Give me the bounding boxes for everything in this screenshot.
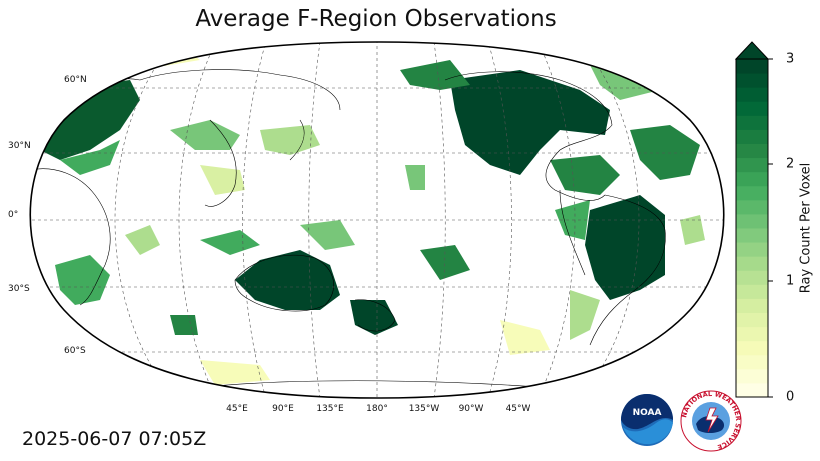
nws-logo: NATIONAL WEATHER SERVICE (680, 390, 742, 452)
lon-label-45w: 45°W (505, 404, 531, 414)
lon-label-45e: 45°E (226, 404, 248, 414)
graticule (30, 42, 724, 398)
colorbar-segments (736, 59, 768, 398)
colorbar-segment (736, 382, 768, 398)
colorbar-segment (736, 115, 768, 130)
colorbar-segment (736, 354, 768, 370)
colorbar-segment (736, 199, 768, 215)
noaa-logo: NOAA (621, 394, 673, 446)
colorbar-tick-3: 3 (786, 51, 795, 67)
lat-label-0: 0° (8, 210, 19, 220)
lon-label-90w: 90°W (458, 404, 484, 414)
colorbar-segment (736, 368, 768, 384)
lon-label-135e: 135°E (316, 404, 344, 414)
globe-outline (29, 41, 725, 399)
colorbar (734, 41, 773, 398)
colorbar-segment (736, 256, 768, 271)
lat-label-30n: 30°N (8, 141, 31, 151)
colorbar-extend-triangle (734, 41, 770, 60)
colorbar-label: Ray Count Per Voxel (798, 162, 814, 294)
colorbar-segment (736, 143, 768, 159)
colorbar-segment (736, 213, 768, 229)
world-map (29, 41, 725, 399)
lat-label-60n: 60°N (64, 75, 87, 85)
map-title: Average F-Region Observations (195, 6, 557, 32)
colorbar-segment (736, 228, 768, 243)
lon-label-135w: 135°W (408, 404, 440, 414)
lat-label-30s: 30°S (8, 284, 30, 294)
colorbar-segment (736, 242, 768, 257)
colorbar-tick-2: 2 (786, 156, 795, 172)
noaa-logo-text: NOAA (633, 408, 662, 418)
colorbar-segment (736, 101, 768, 116)
colorbar-segment (736, 59, 768, 74)
colorbar-segment (736, 298, 768, 313)
lon-label-90e: 90°E (272, 404, 294, 414)
lat-label-60s: 60°S (64, 346, 86, 356)
colorbar-tick-0: 0 (786, 389, 795, 405)
colorbar-segment (736, 326, 768, 342)
timestamp: 2025-06-07 07:05Z (22, 428, 207, 450)
colorbar-frame (735, 58, 769, 398)
colorbar-segment (736, 157, 768, 173)
colorbar-segment (736, 284, 768, 299)
colorbar-segment (736, 87, 768, 102)
lon-label-180: 180° (366, 404, 388, 414)
colorbar-segment (736, 73, 768, 88)
colorbar-segment (736, 270, 768, 285)
colorbar-segment (736, 171, 768, 187)
colorbar-segment (736, 340, 768, 356)
colorbar-segment (736, 312, 768, 328)
colorbar-tick-1: 1 (786, 273, 795, 289)
colorbar-segment (736, 129, 768, 144)
colorbar-segment (736, 185, 768, 201)
